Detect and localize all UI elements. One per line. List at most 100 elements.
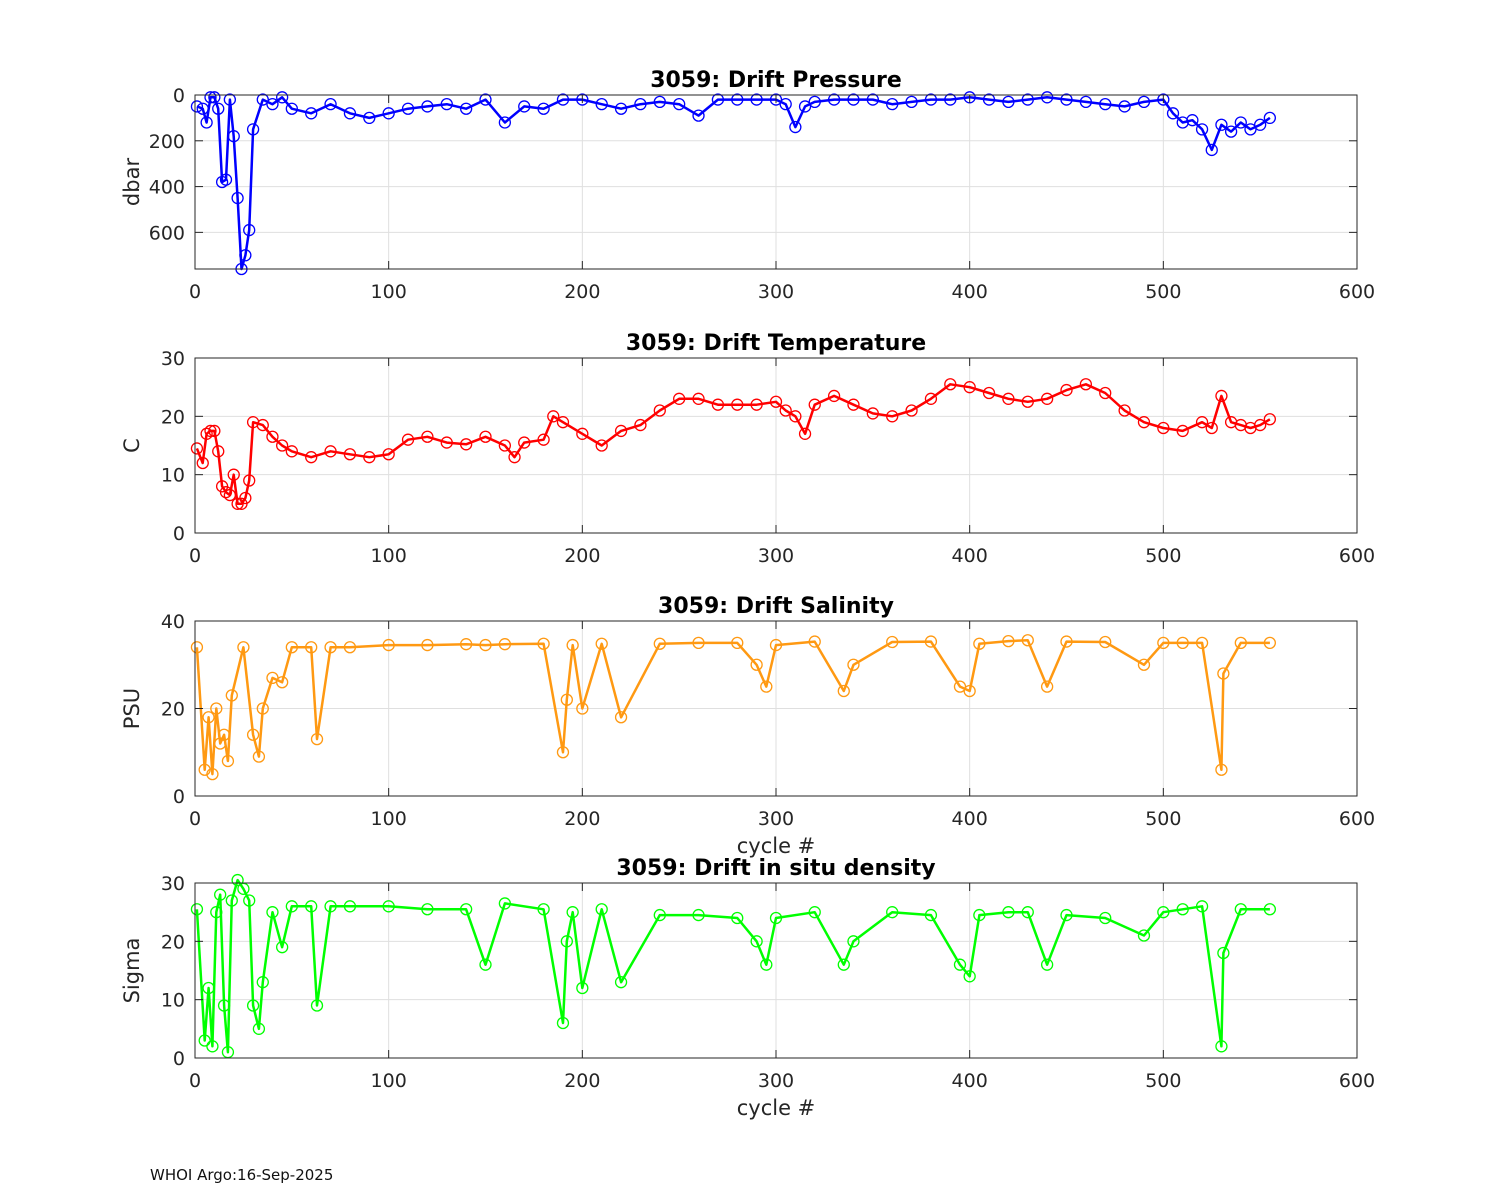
data-point [944, 378, 957, 391]
data-point [221, 754, 235, 768]
y-axis-label: dbar [120, 158, 144, 207]
data-point [200, 427, 213, 440]
data-point [198, 1034, 211, 1047]
data-point [208, 424, 221, 438]
data-point [1195, 123, 1209, 136]
footer-timestamp: WHOI Argo:16-Sep-2025 [150, 1166, 334, 1184]
data-point [614, 102, 628, 115]
data-point [518, 100, 531, 113]
data-point [459, 438, 473, 451]
data-point [1166, 107, 1180, 120]
data-point [924, 635, 938, 648]
data-point [789, 410, 802, 423]
data-point [305, 641, 318, 654]
data-point [231, 497, 244, 510]
chart-panel-4: 0 100 200 300 400 500 600 0 10 20 30 3059: Drift in… [120, 856, 1375, 1120]
data-point [421, 100, 434, 113]
chart-title: 3059: Drift Salinity [658, 594, 894, 619]
data-point [953, 958, 967, 971]
data-point [459, 102, 473, 115]
data-point [982, 93, 996, 106]
data-point [1118, 100, 1131, 113]
data-point [556, 93, 570, 106]
data-point [1118, 404, 1131, 417]
data-point [204, 91, 217, 104]
data-point [1099, 386, 1112, 400]
data-point [614, 976, 628, 989]
data-point [225, 894, 238, 907]
data-point [1263, 413, 1276, 426]
data-point [731, 398, 744, 411]
data-point [459, 638, 473, 651]
data-point [324, 98, 337, 111]
data-point [498, 116, 512, 129]
data-point [1079, 95, 1093, 109]
data-point [1021, 93, 1034, 106]
data-point [886, 906, 899, 919]
data-point [1002, 906, 1015, 919]
data-point [595, 439, 608, 452]
data-point [750, 658, 763, 671]
data-point [760, 680, 773, 693]
data-point [382, 107, 395, 120]
data-point [973, 637, 986, 650]
data-point [1002, 392, 1015, 405]
data-point [982, 386, 996, 400]
data-point [343, 641, 357, 654]
data-point [227, 468, 240, 481]
data-point [266, 906, 279, 919]
y-tick-label: 600 [149, 222, 185, 244]
y-tick-label: 30 [161, 348, 185, 370]
data-point [1060, 383, 1073, 397]
data-point [1234, 636, 1247, 650]
data-point [537, 903, 550, 916]
y-tick-label: 40 [161, 611, 185, 633]
data-point [440, 436, 453, 449]
data-point [692, 636, 705, 650]
data-point [246, 123, 260, 136]
data-point [227, 130, 240, 143]
data-point [653, 908, 666, 922]
data-point [731, 636, 744, 650]
data-point [1195, 416, 1209, 429]
data-point [285, 641, 298, 654]
data-point [206, 1040, 219, 1053]
x-tick-label: 500 [1145, 545, 1181, 567]
y-tick-label: 20 [161, 931, 185, 953]
data-point [210, 906, 223, 919]
data-point [1215, 389, 1228, 403]
data-point [208, 91, 221, 104]
data-point [421, 430, 434, 443]
data-point [200, 116, 213, 129]
data-point [837, 958, 850, 971]
y-tick-label: 0 [173, 85, 185, 107]
data-point [537, 637, 550, 650]
data-point [963, 684, 976, 698]
data-point [1157, 421, 1170, 435]
data-point [459, 903, 473, 916]
data-point [556, 1016, 570, 1030]
data-point [731, 911, 744, 925]
data-point [779, 98, 792, 111]
data-point [866, 407, 879, 420]
data-point [973, 908, 986, 922]
x-tick-label: 400 [952, 545, 988, 567]
data-point [401, 433, 415, 446]
x-tick-label: 300 [758, 545, 794, 567]
data-point [653, 637, 666, 650]
data-point [1205, 143, 1218, 157]
data-point [1060, 635, 1073, 648]
data-point [576, 93, 589, 106]
x-tick-label: 500 [1145, 808, 1181, 830]
data-point [692, 908, 705, 922]
data-point [1060, 908, 1073, 922]
x-tick-label: 600 [1339, 281, 1375, 303]
data-point [1217, 667, 1230, 680]
data-point [324, 445, 337, 458]
x-tick-label: 400 [952, 808, 988, 830]
chart-title: 3059: Drift in situ density [616, 856, 935, 881]
data-point [886, 98, 899, 111]
data-point [1137, 95, 1151, 109]
data-point [1157, 636, 1170, 650]
